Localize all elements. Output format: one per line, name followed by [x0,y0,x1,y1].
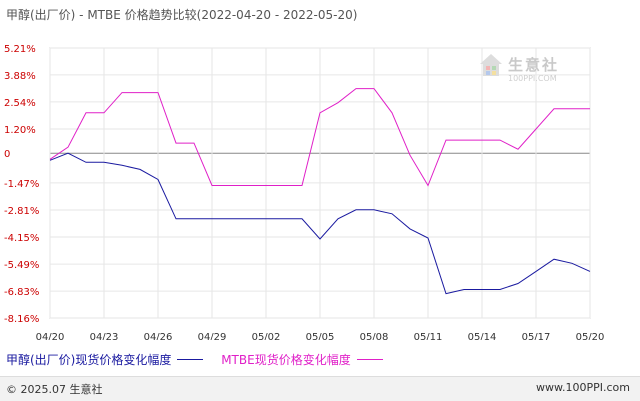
y-tick-label: -5.49% [4,260,39,271]
x-tick-label: 05/11 [414,332,443,340]
legend-item-mtbe: MTBE现货价格变化幅度 [221,351,383,368]
x-tick-label: 05/20 [576,332,605,340]
y-tick-label: 3.88% [4,71,36,82]
series-group [49,88,591,295]
y-tick-label: -8.16% [4,314,39,325]
legend-swatch-mtbe [356,359,383,360]
y-tick-label: -2.81% [4,206,39,217]
legend-label-methanol: 甲醇(出厂价)现货价格变化幅度 [6,353,172,367]
y-tick-label: 1.20% [4,125,36,136]
line-chart: 5.21% 3.88% 2.54% 1.20% 0 -1.47% -2.81% -4.15% -… [4,44,605,340]
watermark-name: 生意社 [508,56,560,74]
legend: 甲醇(出厂价)现货价格变化幅度 MTBE现货价格变化幅度 [6,351,397,368]
watermark-url: 100PPI.COM [508,74,557,83]
legend-item-methanol: 甲醇(出厂价)现货价格变化幅度 [6,351,204,368]
x-tick-label: 05/14 [468,332,497,340]
x-tick-label: 04/26 [144,332,173,340]
y-tick-label: -1.47% [4,179,39,190]
watermark-logo: 生意社 100PPI.COM [478,52,578,92]
gridlines [49,47,591,319]
house-logo-icon [480,54,502,76]
y-tick-label: 0 [4,149,10,160]
x-tick-label: 04/20 [36,332,65,340]
x-tick-label: 04/23 [90,332,119,340]
copyright-text: © 2025.07 生意社 [6,383,103,396]
x-tick-label: 05/17 [522,332,551,340]
x-tick-label: 05/05 [306,332,335,340]
legend-swatch-methanol [177,359,204,360]
y-tick-label: -6.83% [4,287,39,298]
x-tick-label: 05/02 [252,332,281,340]
site-url-link[interactable]: www.100PPI.com [536,381,630,394]
chart-title: 甲醇(出厂价) - MTBE 价格趋势比较(2022-04-20 - 2022-… [6,8,358,22]
y-tick-label: 2.54% [4,98,36,109]
mtbe-series-line [49,88,590,187]
x-tick-label: 04/29 [198,332,227,340]
y-axis: 5.21% 3.88% 2.54% 1.20% 0 -1.47% -2.81% -4.15% -… [4,44,39,325]
x-tick-label: 05/08 [360,332,389,340]
x-axis: 04/20 04/23 04/26 04/29 05/02 05/05 05/08 05/11… [36,332,605,340]
y-tick-label: 5.21% [4,44,36,55]
methanol-series-line [49,152,591,295]
legend-label-mtbe: MTBE现货价格变化幅度 [221,353,351,367]
y-tick-label: -4.15% [4,233,39,244]
footer-bar: © 2025.07 生意社 www.100PPI.com [0,376,640,401]
